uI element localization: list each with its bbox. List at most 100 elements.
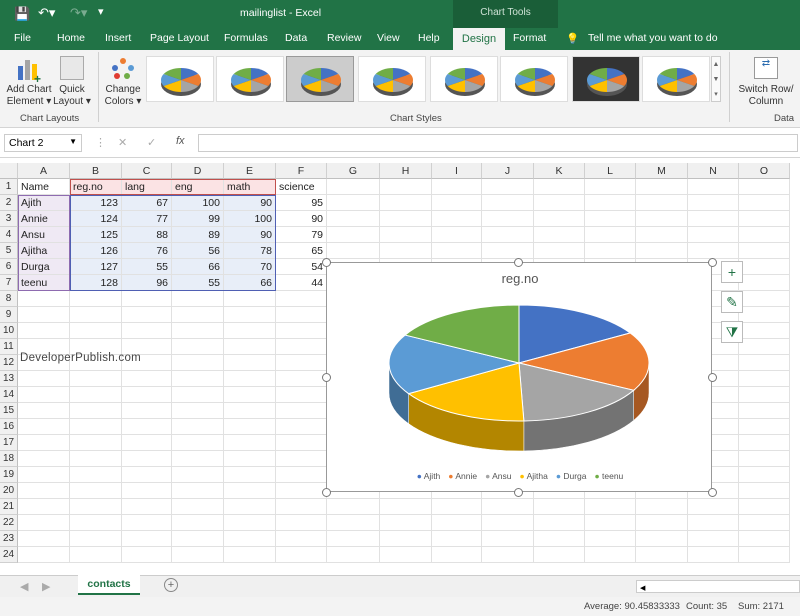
cell[interactable]: [70, 307, 122, 323]
cell[interactable]: [122, 291, 172, 307]
cell[interactable]: [688, 339, 739, 355]
cell[interactable]: 76: [122, 243, 172, 259]
cell[interactable]: [122, 387, 172, 403]
cell[interactable]: [276, 451, 327, 467]
cell[interactable]: [276, 419, 327, 435]
cell[interactable]: math: [224, 179, 276, 195]
cell[interactable]: [327, 243, 380, 259]
cell[interactable]: [739, 531, 790, 547]
cell[interactable]: [70, 355, 122, 371]
cell[interactable]: [172, 435, 224, 451]
cell[interactable]: [224, 355, 276, 371]
cell[interactable]: [380, 195, 432, 211]
row-header[interactable]: 20: [0, 483, 18, 499]
cell[interactable]: 123: [70, 195, 122, 211]
cell[interactable]: teenu: [18, 275, 70, 291]
cell[interactable]: [739, 339, 790, 355]
cell[interactable]: [688, 243, 739, 259]
cell[interactable]: [688, 547, 739, 563]
cell[interactable]: 54: [276, 259, 327, 275]
cell[interactable]: [172, 451, 224, 467]
column-header[interactable]: M: [636, 163, 688, 179]
cell[interactable]: [224, 435, 276, 451]
cell[interactable]: Ansu: [18, 227, 70, 243]
cell[interactable]: [585, 179, 636, 195]
resize-handle[interactable]: [708, 373, 717, 382]
cell[interactable]: [739, 483, 790, 499]
cell[interactable]: [224, 499, 276, 515]
new-sheet-button[interactable]: +: [164, 578, 178, 592]
resize-handle[interactable]: [514, 488, 523, 497]
cell[interactable]: [482, 179, 534, 195]
cell[interactable]: [70, 515, 122, 531]
cell[interactable]: [276, 371, 327, 387]
cell[interactable]: Durga: [18, 259, 70, 275]
cell[interactable]: 67: [122, 195, 172, 211]
cell[interactable]: [534, 179, 585, 195]
cell[interactable]: [688, 403, 739, 419]
cell[interactable]: [482, 211, 534, 227]
cell[interactable]: 100: [224, 211, 276, 227]
cell[interactable]: [688, 483, 739, 499]
cancel-icon[interactable]: ✕: [118, 137, 128, 149]
sheet-tab-contacts[interactable]: contacts: [78, 575, 140, 595]
cell[interactable]: 99: [172, 211, 224, 227]
cell[interactable]: [172, 355, 224, 371]
cell[interactable]: [122, 483, 172, 499]
chart-style-7[interactable]: [572, 56, 640, 102]
cell[interactable]: [224, 403, 276, 419]
cell[interactable]: 66: [224, 275, 276, 291]
row-header[interactable]: 19: [0, 467, 18, 483]
cell[interactable]: [18, 387, 70, 403]
resize-handle[interactable]: [322, 488, 331, 497]
cell[interactable]: [739, 451, 790, 467]
name-box[interactable]: Chart 2 ▼: [4, 134, 82, 152]
cell[interactable]: [534, 227, 585, 243]
cell[interactable]: 56: [172, 243, 224, 259]
cell[interactable]: [432, 499, 482, 515]
cell[interactable]: [432, 227, 482, 243]
cell[interactable]: [122, 435, 172, 451]
column-header[interactable]: L: [585, 163, 636, 179]
cell[interactable]: [276, 291, 327, 307]
cell[interactable]: [172, 307, 224, 323]
quick-layout-button[interactable]: Quick Layout ▾: [52, 84, 92, 108]
sheet-nav-prev-icon[interactable]: ◀: [20, 581, 29, 593]
cell[interactable]: [432, 179, 482, 195]
redo-icon[interactable]: ↷▾: [70, 5, 88, 20]
cell[interactable]: [327, 195, 380, 211]
cell[interactable]: [276, 307, 327, 323]
cell[interactable]: [122, 547, 172, 563]
cell[interactable]: [585, 243, 636, 259]
cell[interactable]: [432, 243, 482, 259]
cell[interactable]: [122, 531, 172, 547]
cell[interactable]: [534, 547, 585, 563]
chart-style-8[interactable]: [642, 56, 710, 102]
resize-handle[interactable]: [322, 258, 331, 267]
cell[interactable]: [432, 531, 482, 547]
cell[interactable]: [636, 211, 688, 227]
cell[interactable]: 90: [276, 211, 327, 227]
cell[interactable]: [636, 227, 688, 243]
cell[interactable]: [534, 531, 585, 547]
row-header[interactable]: 8: [0, 291, 18, 307]
cell[interactable]: [172, 467, 224, 483]
cell[interactable]: [482, 547, 534, 563]
cell[interactable]: [122, 515, 172, 531]
cell[interactable]: [432, 195, 482, 211]
cell[interactable]: [172, 531, 224, 547]
cell[interactable]: 127: [70, 259, 122, 275]
cell[interactable]: 95: [276, 195, 327, 211]
cell[interactable]: 44: [276, 275, 327, 291]
cell[interactable]: [327, 547, 380, 563]
cell[interactable]: [276, 515, 327, 531]
cell[interactable]: [739, 467, 790, 483]
cell[interactable]: [70, 435, 122, 451]
tab-formulas[interactable]: Formulas: [224, 32, 268, 44]
save-icon[interactable]: 💾: [14, 6, 31, 21]
cell[interactable]: 70: [224, 259, 276, 275]
cell[interactable]: [585, 499, 636, 515]
cell[interactable]: [18, 499, 70, 515]
cell[interactable]: [18, 371, 70, 387]
cell[interactable]: 55: [122, 259, 172, 275]
